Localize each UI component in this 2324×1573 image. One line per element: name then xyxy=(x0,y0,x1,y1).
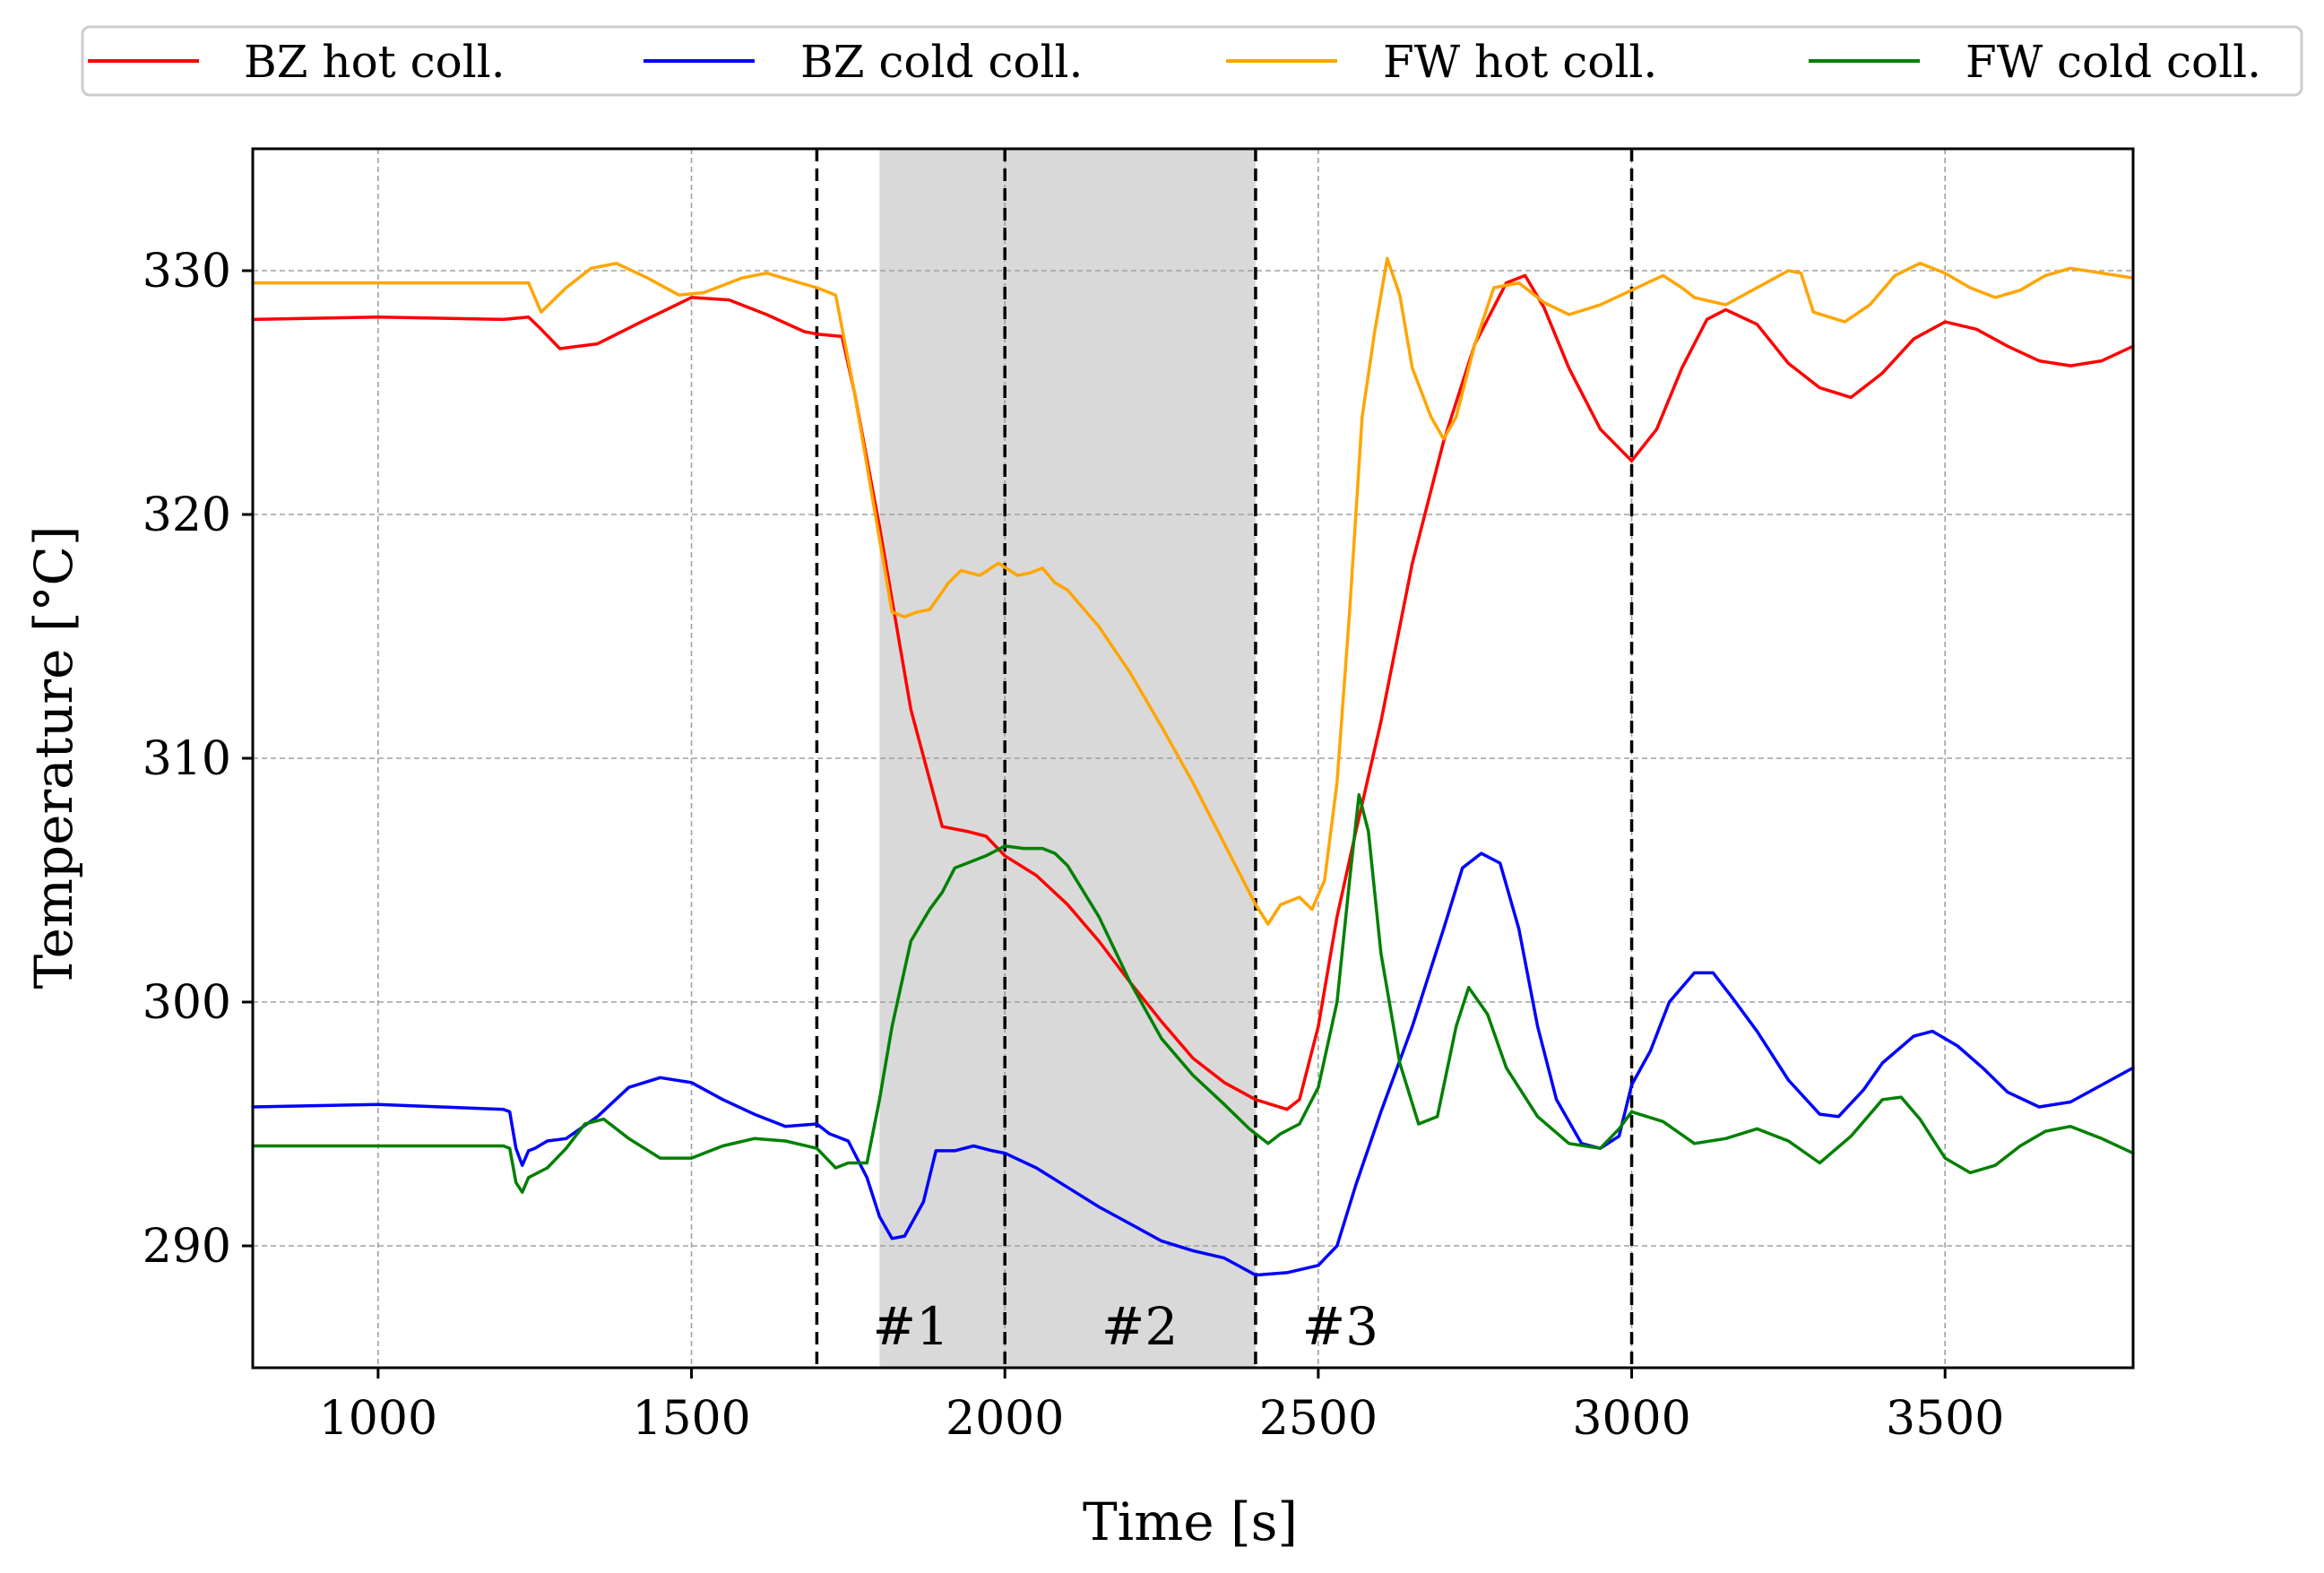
shaded-region-layer xyxy=(879,149,1256,1368)
y-tick-label: 320 xyxy=(143,488,231,542)
x-tick-label: 2000 xyxy=(946,1392,1064,1446)
legend-label-bz-hot: BZ hot coll. xyxy=(244,36,505,88)
legend-label-fw-hot: FW hot coll. xyxy=(1383,36,1657,88)
y-tick-label: 330 xyxy=(143,245,231,298)
legend-label-fw-cold: FW cold coll. xyxy=(1965,36,2261,88)
phase-label: #1 xyxy=(873,1296,950,1357)
legend-frame xyxy=(81,25,2303,97)
legend-entry-bz-hot: BZ hot coll. xyxy=(88,36,505,88)
x-axis-label: Time [s] xyxy=(1083,1491,1298,1552)
phase-label-layer: #1 #2 #3 xyxy=(873,1296,1379,1357)
shaded-region xyxy=(879,149,1256,1368)
y-axis-label: Temperature [°C] xyxy=(23,525,84,989)
x-axis: 1000 1500 2000 2500 3000 3500 xyxy=(319,1368,2004,1446)
y-tick-label: 290 xyxy=(143,1220,231,1274)
series-layer xyxy=(251,256,2135,1277)
y-tick-label: 300 xyxy=(143,976,231,1030)
series-line-fw-cold-coll xyxy=(251,793,2135,1194)
legend-label-bz-cold: BZ cold coll. xyxy=(800,36,1083,88)
legend-entry-fw-hot: FW hot coll. xyxy=(1226,36,1657,88)
phase-label: #3 xyxy=(1302,1296,1379,1357)
legend-entry-fw-cold: FW cold coll. xyxy=(1809,36,2261,88)
legend-entry-bz-cold: BZ cold coll. xyxy=(644,36,1083,88)
vline-layer xyxy=(815,149,1634,1368)
x-tick-label: 3500 xyxy=(1886,1392,2004,1446)
y-tick-label: 310 xyxy=(143,732,231,786)
series-line-fw-hot-coll xyxy=(251,256,2135,926)
phase-label: #2 xyxy=(1102,1296,1179,1357)
y-axis: 290 300 310 320 330 xyxy=(143,245,253,1274)
x-tick-label: 2500 xyxy=(1259,1392,1378,1446)
x-tick-label: 1500 xyxy=(632,1392,750,1446)
plot-area: #1 #2 #3 xyxy=(251,147,2135,1370)
x-tick-label: 3000 xyxy=(1572,1392,1690,1446)
x-tick-label: 1000 xyxy=(319,1392,437,1446)
legend: BZ hot coll. BZ cold coll. FW hot coll. … xyxy=(81,25,2303,97)
series-line-bz-hot-coll xyxy=(251,273,2135,1111)
series-line-bz-cold-coll xyxy=(251,851,2135,1277)
